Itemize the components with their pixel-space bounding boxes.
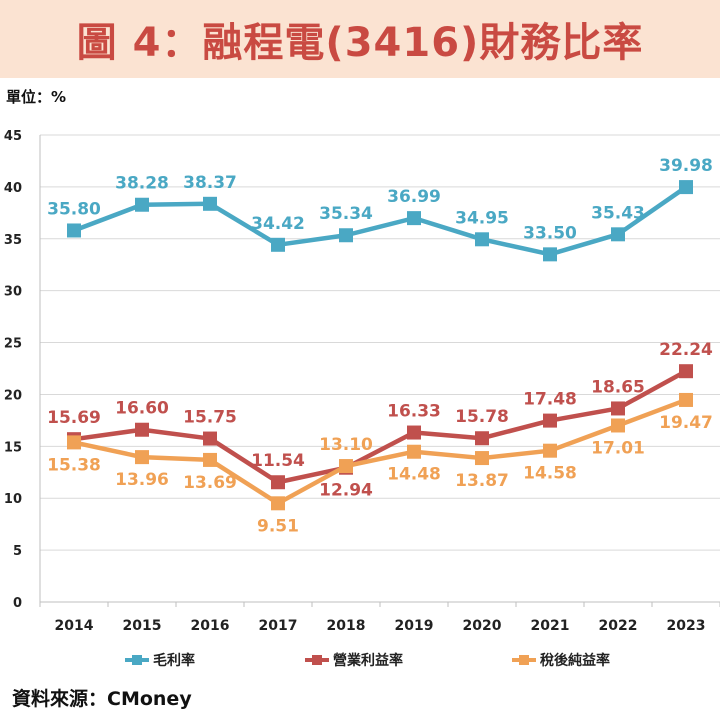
data-label: 18.65 xyxy=(591,377,645,397)
data-label: 35.34 xyxy=(319,204,373,224)
data-label: 35.43 xyxy=(591,203,645,223)
data-point xyxy=(67,435,81,450)
legend-label: 毛利率 xyxy=(153,652,195,669)
data-point xyxy=(679,364,693,379)
data-label: 35.80 xyxy=(47,199,101,219)
data-label: 33.50 xyxy=(523,223,577,243)
legend-swatch-marker xyxy=(132,655,142,665)
series-line xyxy=(73,369,688,485)
data-point xyxy=(135,450,149,465)
chart-title: 圖 4：融程電(3416)財務比率 xyxy=(76,20,644,66)
data-label: 34.95 xyxy=(455,208,509,228)
data-label: 11.54 xyxy=(251,451,305,471)
source-label: 資料來源：CMoney xyxy=(12,688,192,710)
data-label: 12.94 xyxy=(319,481,373,501)
data-label: 14.48 xyxy=(387,465,441,485)
data-point xyxy=(203,196,217,211)
y-tick-label: 0 xyxy=(13,596,22,611)
data-point xyxy=(611,401,625,416)
data-label: 15.38 xyxy=(47,455,101,475)
x-tick-label: 2020 xyxy=(463,618,502,634)
x-tick-label: 2015 xyxy=(123,618,162,634)
title-banner: 圖 4：融程電(3416)財務比率 xyxy=(0,0,720,78)
y-tick-label: 35 xyxy=(4,233,22,248)
data-label: 34.42 xyxy=(251,214,305,234)
data-point xyxy=(611,418,625,433)
data-point xyxy=(67,223,81,238)
data-point xyxy=(135,422,149,437)
data-point xyxy=(679,392,693,407)
data-point xyxy=(543,247,557,262)
data-point xyxy=(339,459,353,474)
x-tick-label: 2016 xyxy=(191,618,230,634)
data-point xyxy=(203,431,217,446)
data-point xyxy=(271,237,285,252)
data-point xyxy=(407,425,421,440)
data-label: 38.28 xyxy=(115,174,169,194)
data-point xyxy=(679,180,693,195)
data-point xyxy=(135,197,149,212)
data-point xyxy=(475,451,489,466)
data-point xyxy=(543,443,557,458)
data-point xyxy=(271,475,285,490)
data-label: 13.10 xyxy=(319,435,373,455)
x-tick-label: 2021 xyxy=(531,618,570,634)
data-label: 38.37 xyxy=(183,173,237,193)
series-line xyxy=(73,397,687,506)
series-line xyxy=(73,185,688,257)
data-label: 13.69 xyxy=(183,473,237,493)
x-tick-label: 2019 xyxy=(395,618,434,634)
data-label: 16.60 xyxy=(115,399,169,419)
data-label: 16.33 xyxy=(387,402,441,422)
data-point xyxy=(611,227,625,242)
y-tick-label: 20 xyxy=(4,388,22,403)
data-point xyxy=(407,444,421,459)
y-tick-label: 15 xyxy=(4,440,22,455)
data-label: 36.99 xyxy=(387,187,441,207)
data-point xyxy=(339,228,353,243)
data-label: 13.87 xyxy=(455,471,509,491)
x-tick-label: 2018 xyxy=(327,618,366,634)
data-label: 15.78 xyxy=(455,407,509,427)
data-label: 15.75 xyxy=(183,408,237,428)
legend-swatch-marker xyxy=(312,655,322,665)
data-label: 22.24 xyxy=(659,340,713,360)
data-point xyxy=(203,452,217,467)
x-tick-label: 2017 xyxy=(259,618,298,634)
data-point xyxy=(543,413,557,428)
data-label: 15.69 xyxy=(47,408,101,428)
data-label: 19.47 xyxy=(659,413,713,433)
y-tick-label: 30 xyxy=(4,285,22,300)
legend-swatch-marker xyxy=(519,655,529,665)
x-tick-label: 2023 xyxy=(667,618,706,634)
y-tick-label: 40 xyxy=(4,181,22,196)
x-tick-label: 2014 xyxy=(55,618,94,634)
data-point xyxy=(271,496,285,511)
y-tick-label: 10 xyxy=(4,492,22,507)
data-point xyxy=(475,431,489,446)
data-label: 39.98 xyxy=(659,156,713,176)
y-tick-label: 45 xyxy=(4,129,22,144)
data-point xyxy=(407,211,421,226)
unit-label: 單位：% xyxy=(6,88,67,106)
y-tick-label: 25 xyxy=(4,337,22,352)
data-label: 9.51 xyxy=(257,516,299,536)
data-label: 17.01 xyxy=(591,438,645,458)
x-tick-label: 2022 xyxy=(599,618,638,634)
data-point xyxy=(475,232,489,247)
data-label: 13.96 xyxy=(115,470,169,490)
data-label: 14.58 xyxy=(523,464,577,484)
legend-label: 稅後純益率 xyxy=(540,652,610,669)
y-tick-label: 5 xyxy=(13,544,22,559)
legend-label: 營業利益率 xyxy=(333,652,403,669)
data-label: 17.48 xyxy=(523,390,577,410)
